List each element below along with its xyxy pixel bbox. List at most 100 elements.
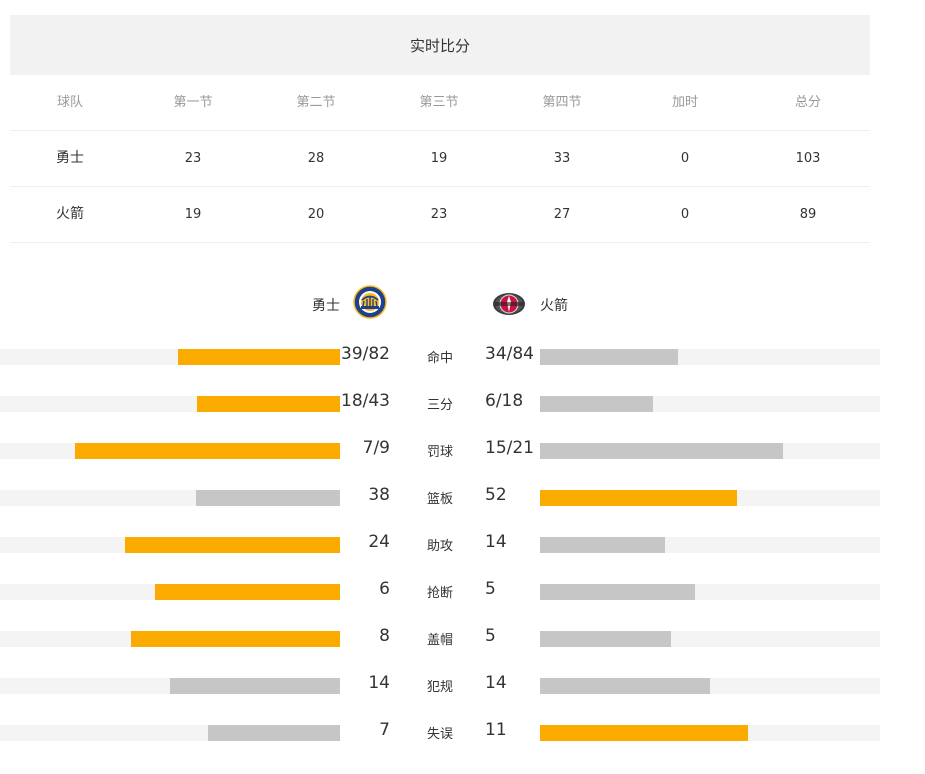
stat-row: 7 失误 11 xyxy=(0,720,925,742)
away-stat-value: 15/21 xyxy=(485,438,534,458)
stat-label: 罚球 xyxy=(426,445,453,460)
quarter-score-table: 球队 第一节 第二节 第三节 第四节 加时 总分 勇士 23 28 19 33 … xyxy=(10,75,870,243)
header-ot: 加时 xyxy=(671,95,698,110)
away-stat-value: 11 xyxy=(485,720,507,740)
away-stat-bar xyxy=(540,678,710,694)
stat-row: 38 篮板 52 xyxy=(0,485,925,507)
home-stat-track xyxy=(0,725,340,741)
total-score: 89 xyxy=(799,207,817,222)
away-stat-bar xyxy=(540,725,748,741)
away-stat-bar xyxy=(540,443,783,459)
away-stat-value: 52 xyxy=(485,485,507,505)
away-stat-track xyxy=(540,349,880,365)
q2-score: 20 xyxy=(307,207,325,222)
stat-row: 14 犯规 14 xyxy=(0,673,925,695)
q4-score: 33 xyxy=(553,151,571,166)
total-score: 103 xyxy=(795,151,821,166)
q1-score: 23 xyxy=(184,151,202,166)
header-q1: 第一节 xyxy=(173,95,213,110)
home-stat-bar xyxy=(178,349,340,365)
away-stat-value: 14 xyxy=(485,673,507,693)
away-stat-bar xyxy=(540,349,678,365)
header-q4: 第四节 xyxy=(542,95,582,110)
away-stat-track xyxy=(540,631,880,647)
home-stat-track xyxy=(0,349,340,365)
home-stat-value: 6 xyxy=(379,579,390,599)
stat-row: 39/82 命中 34/84 xyxy=(0,344,925,366)
home-stat-bar xyxy=(197,396,340,412)
header-team: 球队 xyxy=(56,95,83,110)
away-stat-value: 34/84 xyxy=(485,344,534,364)
stat-row: 18/43 三分 6/18 xyxy=(0,391,925,413)
header-q3: 第三节 xyxy=(419,95,459,110)
home-stat-value: 24 xyxy=(368,532,390,552)
stat-row: 24 助攻 14 xyxy=(0,532,925,554)
home-stat-value: 18/43 xyxy=(341,391,390,411)
home-stat-track xyxy=(0,490,340,506)
away-stat-value: 6/18 xyxy=(485,391,524,411)
q3-score: 23 xyxy=(430,207,448,222)
stat-label: 三分 xyxy=(426,398,453,413)
score-title: 实时比分 xyxy=(409,36,470,55)
home-stat-bar xyxy=(196,490,340,506)
stat-row: 7/9 罚球 15/21 xyxy=(0,438,925,460)
stat-label: 抢断 xyxy=(426,586,453,601)
away-stat-track xyxy=(540,490,880,506)
team-name: 勇士 xyxy=(56,150,84,166)
away-stat-bar xyxy=(540,631,671,647)
away-stat-track xyxy=(540,584,880,600)
table-row: 勇士 23 28 19 33 0 103 xyxy=(10,131,870,187)
away-stat-track xyxy=(540,396,880,412)
home-stat-bar xyxy=(131,631,340,647)
home-stat-track xyxy=(0,678,340,694)
q3-score: 19 xyxy=(430,151,448,166)
warriors-logo-icon xyxy=(353,285,387,319)
team-matchup-header: 勇士 火箭 xyxy=(0,285,925,325)
away-stat-value: 5 xyxy=(485,626,496,646)
stat-label: 助攻 xyxy=(426,539,453,554)
home-stat-value: 8 xyxy=(379,626,390,646)
away-stat-track xyxy=(540,678,880,694)
team-name: 火箭 xyxy=(56,206,84,222)
table-row: 火箭 19 20 23 27 0 89 xyxy=(10,187,870,243)
home-stat-value: 7 xyxy=(379,720,390,740)
stat-label: 命中 xyxy=(426,351,453,366)
score-table-header: 球队 第一节 第二节 第三节 第四节 加时 总分 xyxy=(10,75,870,131)
rockets-logo-icon xyxy=(493,293,525,315)
stat-label: 犯规 xyxy=(426,680,453,695)
q2-score: 28 xyxy=(307,151,325,166)
header-q2: 第二节 xyxy=(296,95,336,110)
home-stat-track xyxy=(0,396,340,412)
away-stat-track xyxy=(540,725,880,741)
home-stat-value: 38 xyxy=(368,485,390,505)
stat-row: 8 盖帽 5 xyxy=(0,626,925,648)
stat-label: 失误 xyxy=(426,727,453,742)
home-stat-bar xyxy=(208,725,340,741)
home-team-name: 勇士 xyxy=(312,298,340,314)
away-stat-bar xyxy=(540,584,695,600)
q4-score: 27 xyxy=(553,207,571,222)
away-stat-bar xyxy=(540,490,737,506)
q1-score: 19 xyxy=(184,207,202,222)
ot-score: 0 xyxy=(680,151,690,166)
stat-label: 篮板 xyxy=(426,492,453,507)
away-team-name: 火箭 xyxy=(540,298,568,314)
away-stat-track xyxy=(540,443,880,459)
home-stat-bar xyxy=(170,678,340,694)
home-stat-value: 14 xyxy=(368,673,390,693)
home-stat-bar xyxy=(155,584,340,600)
home-stat-bar xyxy=(125,537,340,553)
away-stat-bar xyxy=(540,396,653,412)
header-total: 总分 xyxy=(794,95,821,110)
home-stat-track xyxy=(0,631,340,647)
away-stat-value: 14 xyxy=(485,532,507,552)
away-stat-bar xyxy=(540,537,665,553)
home-stat-value: 39/82 xyxy=(341,344,390,364)
away-stat-value: 5 xyxy=(485,579,496,599)
home-stat-track xyxy=(0,443,340,459)
home-stat-track xyxy=(0,584,340,600)
home-stat-bar xyxy=(75,443,340,459)
ot-score: 0 xyxy=(680,207,690,222)
stat-label: 盖帽 xyxy=(426,633,453,648)
stat-row: 6 抢断 5 xyxy=(0,579,925,601)
